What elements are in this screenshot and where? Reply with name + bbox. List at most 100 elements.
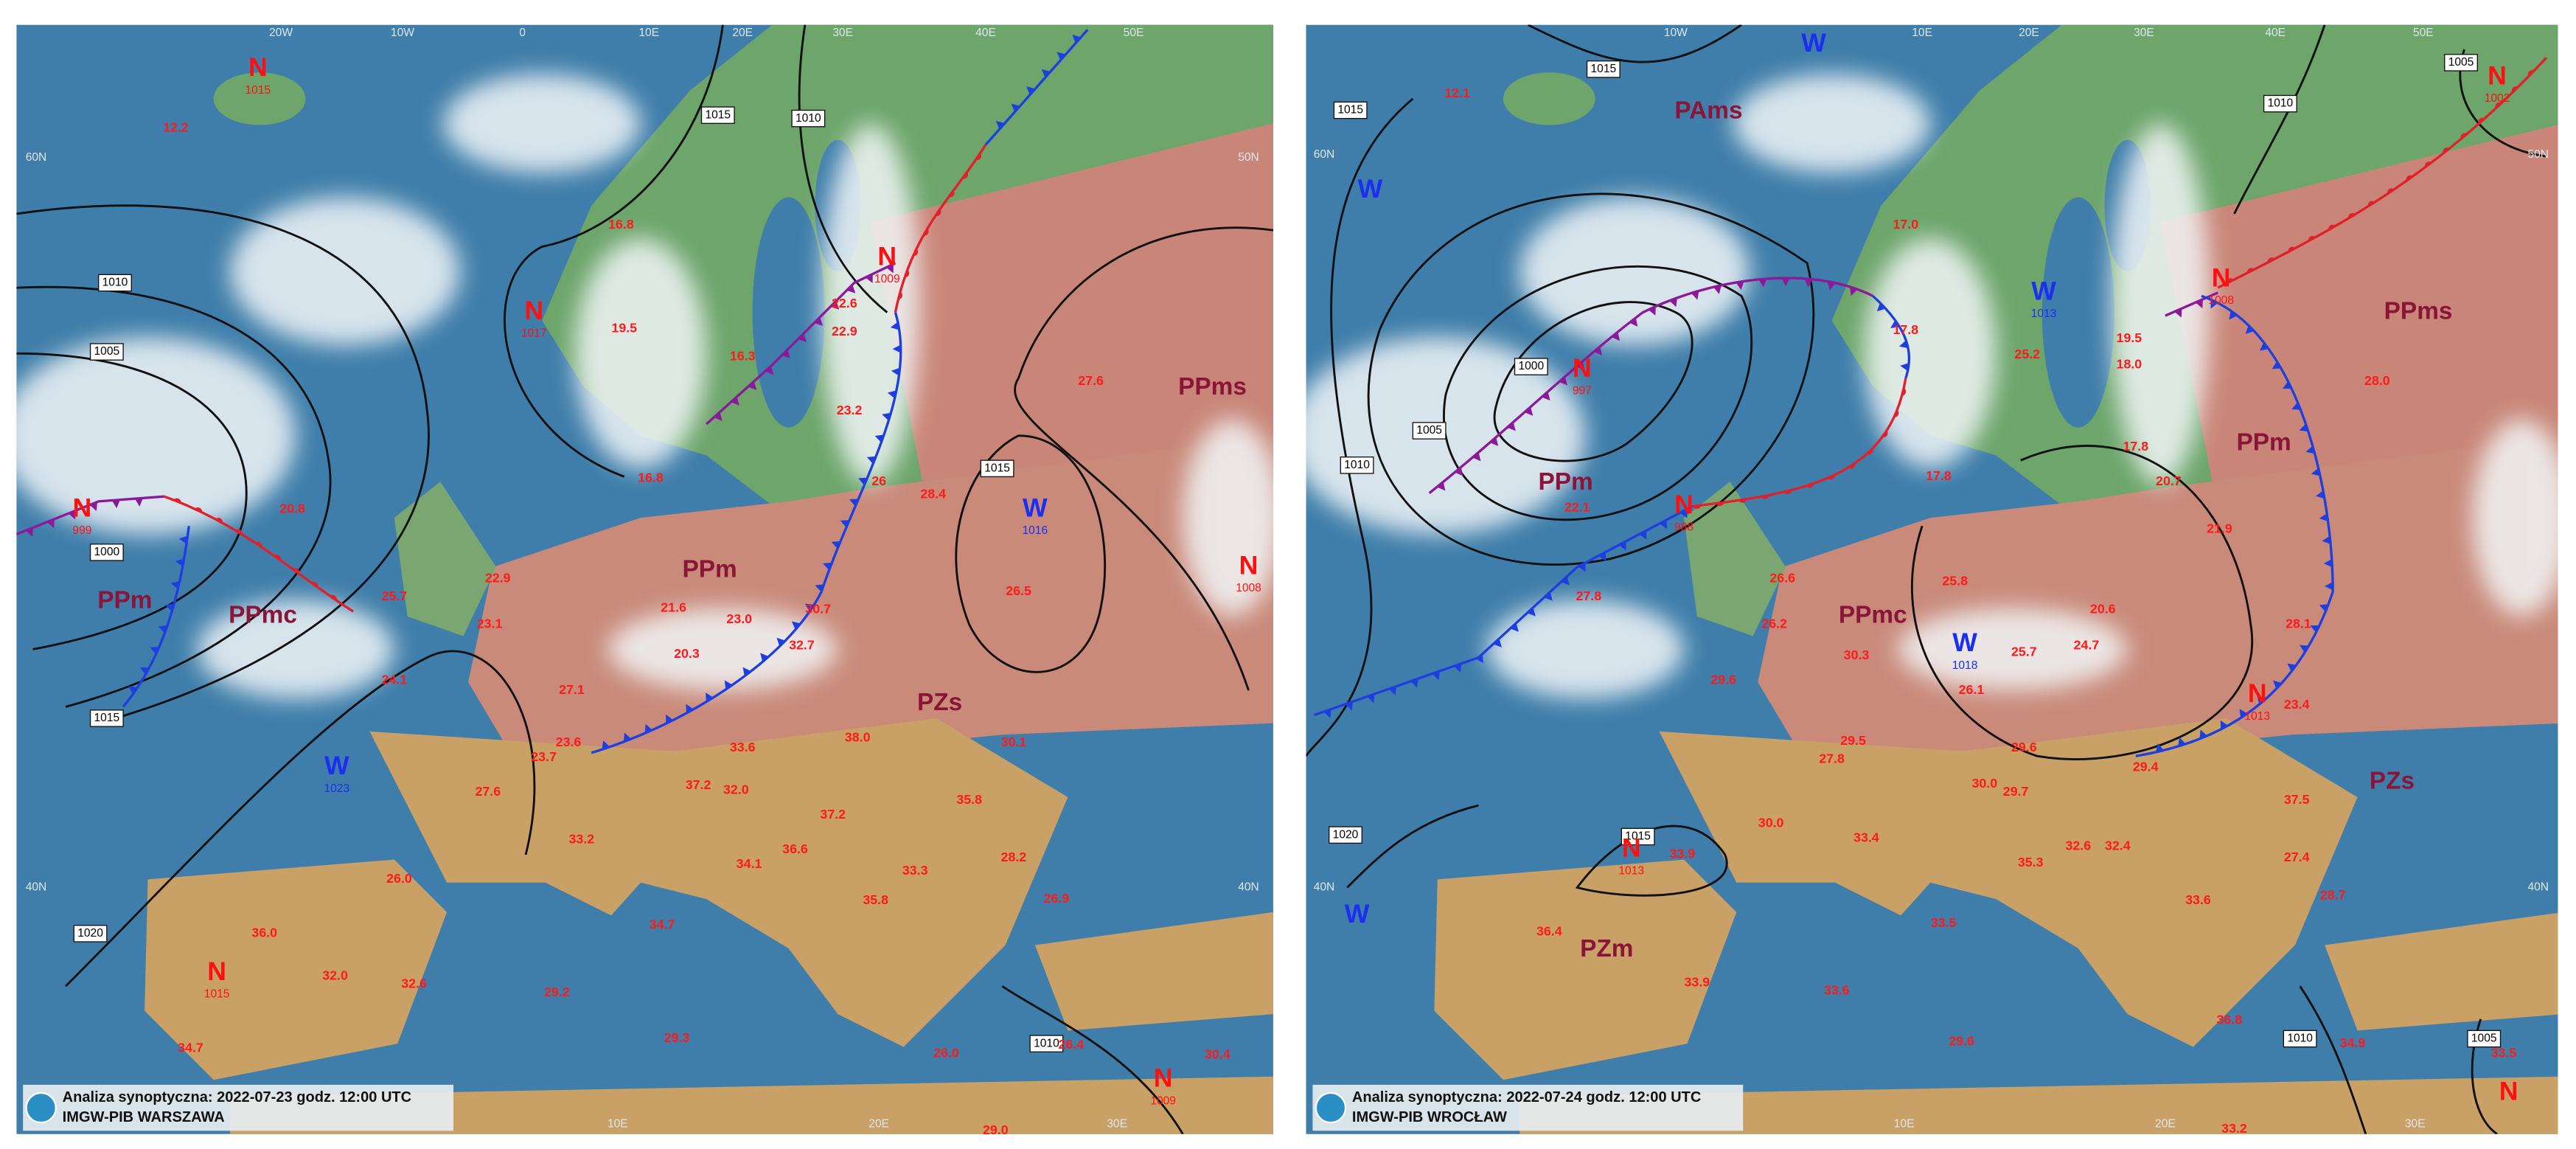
pressure-center-value: 1015 [246, 84, 271, 97]
occluded-front [1428, 277, 1874, 495]
caption-box [1312, 1084, 1744, 1131]
graticule-label: 50E [1124, 27, 1144, 39]
temperature: 36.4 [1536, 923, 1562, 938]
temperature: 23.4 [2284, 697, 2310, 712]
front-symbol [2227, 278, 2235, 284]
pressure-center-value: 997 [1573, 385, 1592, 398]
front-symbol [905, 269, 910, 278]
front-symbol [935, 209, 941, 216]
front-symbol [2511, 86, 2518, 93]
temperature: 37.2 [820, 807, 846, 822]
front-symbol [1455, 467, 1463, 476]
front-symbol [2348, 212, 2356, 219]
graticule-label: 40N [26, 881, 47, 894]
temperature: 38.0 [845, 729, 871, 744]
temperature: 12.1 [1444, 86, 1470, 100]
front-symbol [1890, 320, 1900, 328]
pressure-center-value: 1015 [204, 987, 230, 1000]
front-symbol [798, 333, 807, 342]
front-symbol [2220, 720, 2228, 730]
temperature: 30.0 [1758, 815, 1784, 830]
temperature: 21.6 [661, 600, 686, 614]
front-symbol [898, 291, 902, 300]
front-symbol [1432, 670, 1441, 681]
front-symbol [2308, 235, 2316, 241]
temperature: 18.0 [2117, 357, 2142, 372]
graticule-label: 10W [1664, 27, 1688, 39]
front-symbol [913, 249, 919, 257]
temperature: 20.8 [279, 501, 305, 516]
temperature: 16.8 [608, 217, 634, 232]
temperature: 27.1 [559, 682, 585, 697]
temperature: 32.0 [723, 782, 749, 797]
temperature: 29.4 [2133, 760, 2159, 774]
graticule-label: 60N [26, 151, 47, 164]
front-symbol [1669, 297, 1677, 308]
graticule-label: 20E [868, 1117, 889, 1130]
air-mass: PPm [97, 587, 152, 614]
temperature: 33.5 [1931, 915, 1957, 930]
front-symbol [791, 621, 801, 630]
front-symbol [2246, 268, 2255, 274]
front-symbol [1510, 622, 1519, 632]
temperature: 37.2 [686, 777, 711, 792]
front-symbol [882, 412, 891, 421]
temperature: 25.7 [381, 589, 407, 603]
isobar-label-box [2467, 1030, 2502, 1048]
isobar-label: 1015 [1625, 830, 1651, 843]
front-symbol [2460, 133, 2468, 139]
front-symbol [1493, 638, 1502, 648]
front-symbol [165, 603, 175, 611]
temperature: 19.5 [611, 321, 637, 336]
front-symbol [2310, 625, 2320, 633]
isobar-label: 1005 [2448, 56, 2474, 69]
front-symbol [1629, 317, 1638, 327]
front-symbol [140, 667, 150, 676]
front-symbol [2305, 445, 2315, 454]
front-symbol [2273, 680, 2283, 690]
isobar-label: 1010 [1344, 459, 1370, 471]
pressure-center-letter: W [1952, 628, 1977, 657]
front-symbol [2443, 147, 2450, 154]
front-symbol [1345, 701, 1354, 711]
front-symbol [686, 704, 694, 714]
isobar-label-box [1514, 358, 1548, 375]
pressure-center-value: 988 [1674, 521, 1693, 534]
isobar-label: 1005 [1416, 424, 1442, 437]
pressure-center-value: 999 [72, 524, 91, 537]
air-mass: PPm [1538, 468, 1592, 496]
isobar-label-box [700, 106, 735, 124]
graticule-label: 30E [832, 27, 853, 39]
front-symbol [1388, 686, 1397, 695]
pressure-center-letter: N [2499, 1076, 2518, 1105]
temperature: 26.2 [1761, 617, 1787, 631]
temperature: 35.8 [863, 892, 888, 907]
front-symbol [748, 381, 757, 390]
front-symbol [1472, 452, 1481, 462]
front-symbol [1659, 519, 1667, 530]
temperature: 26.9 [1043, 891, 1069, 906]
front-symbol [46, 518, 55, 529]
front-symbol [815, 584, 824, 592]
front-symbol [1611, 332, 1621, 341]
isobar-label: 1010 [1034, 1037, 1059, 1049]
temperature: 33.9 [1685, 974, 1710, 989]
front-symbol [215, 518, 223, 524]
temperature: 23.0 [726, 611, 752, 626]
graticule-label: 20E [2155, 1117, 2176, 1130]
front-symbol [1072, 35, 1082, 44]
isobar-label: 1000 [1518, 360, 1544, 372]
front-symbol [2328, 224, 2336, 230]
temperature: 26.1 [1959, 682, 1985, 697]
front-symbol [865, 274, 873, 283]
front-symbol [310, 581, 318, 588]
front-symbol [1848, 462, 1856, 469]
front-symbol [1527, 607, 1536, 617]
front-symbol [714, 412, 723, 421]
temperature: 25.2 [2014, 347, 2040, 361]
graticule-label: 20E [2019, 27, 2039, 39]
front-symbol [1410, 678, 1418, 688]
pressure-center-letter: N [877, 241, 897, 271]
front-symbol [892, 344, 901, 353]
pressure-center-value: 1002 [2485, 92, 2510, 105]
